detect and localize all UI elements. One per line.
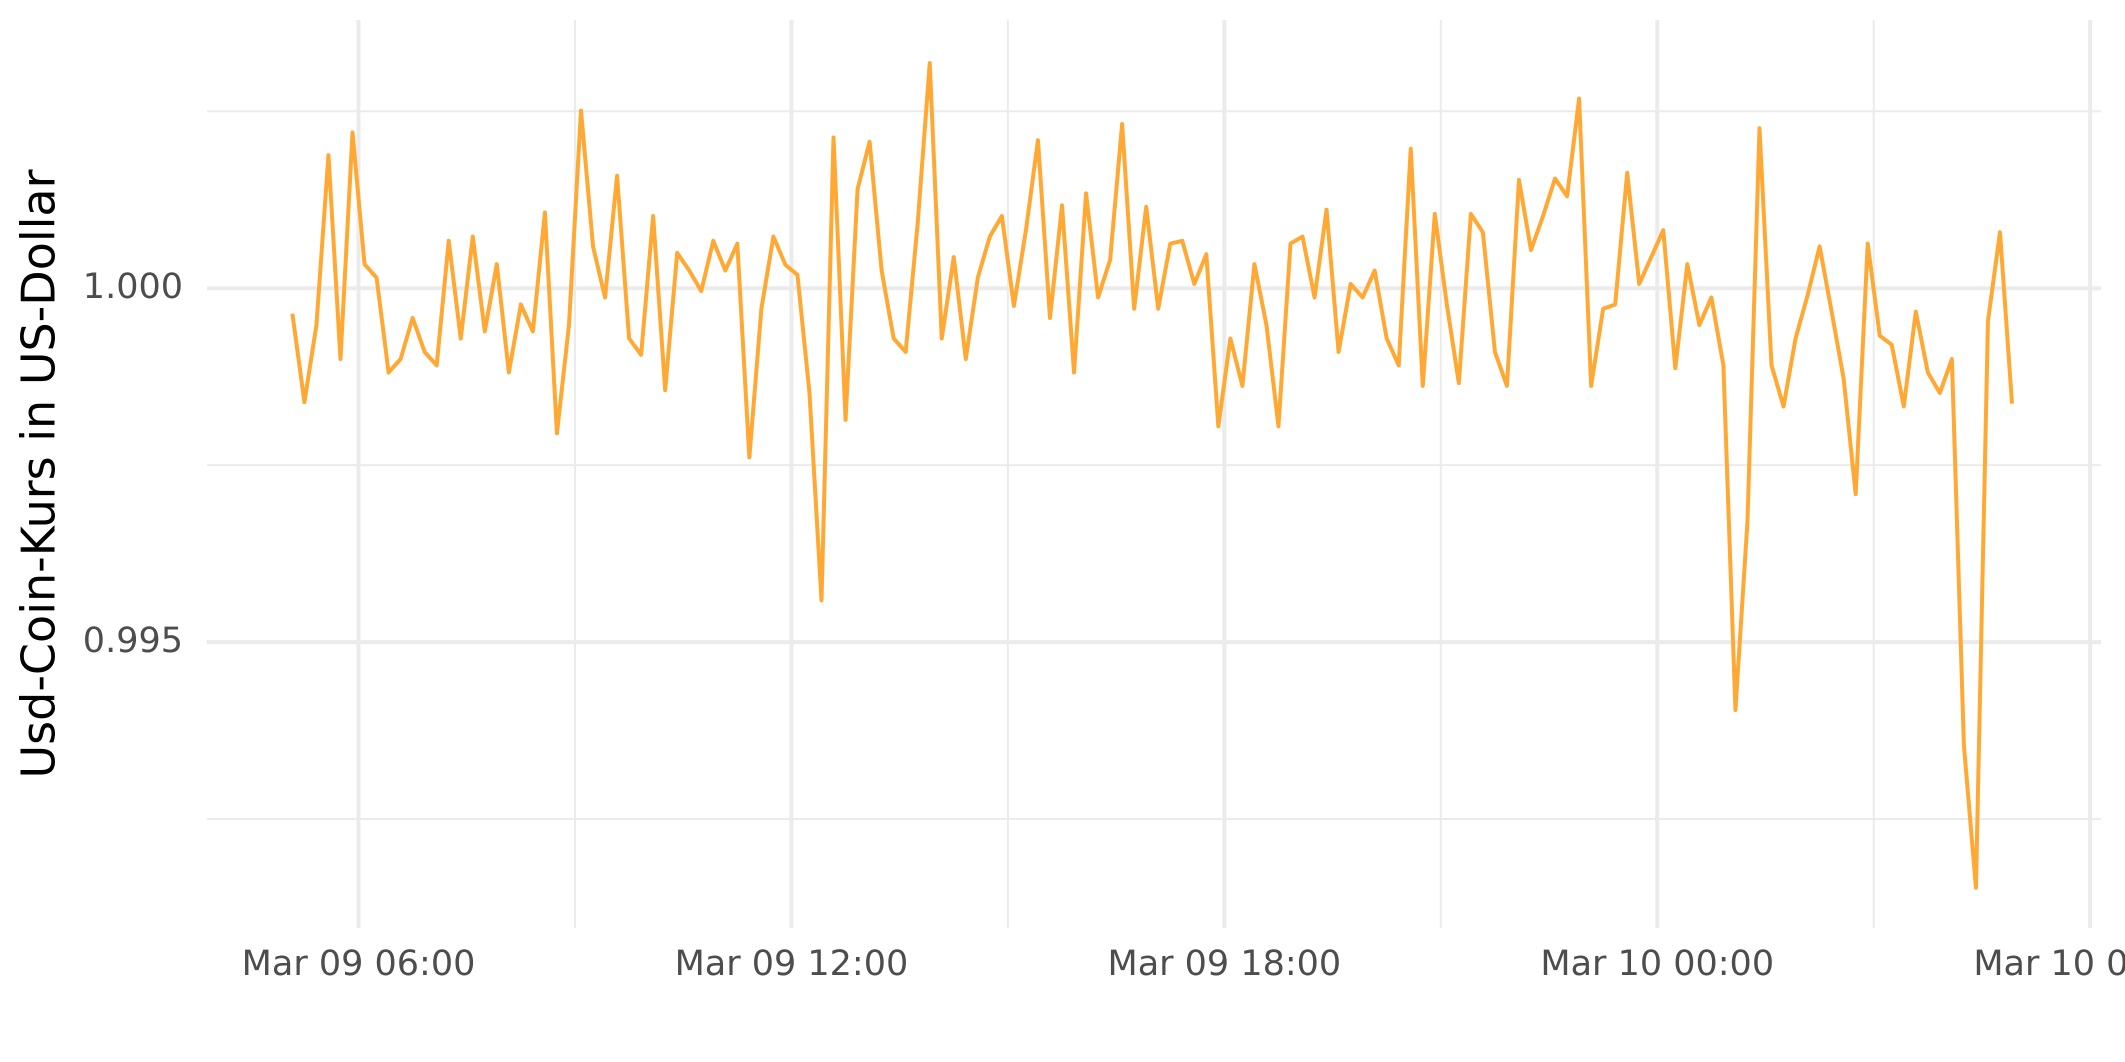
x-tick-label: Mar 09 06:00 [242, 944, 476, 984]
x-tick-label: Mar 10 06:00 [1973, 944, 2125, 984]
x-tick-label: Mar 09 12:00 [675, 944, 909, 984]
grid [207, 20, 2101, 928]
line [290, 61, 2015, 890]
y-tick-label: 0.995 [83, 621, 183, 661]
x-tick-label: Mar 09 18:00 [1108, 944, 1342, 984]
y-axis-label: Usd-Coin-Kurs in US-Dollar [12, 169, 66, 778]
y-tick-label: 1.000 [83, 267, 183, 307]
x-tick-label: Mar 10 00:00 [1540, 944, 1774, 984]
